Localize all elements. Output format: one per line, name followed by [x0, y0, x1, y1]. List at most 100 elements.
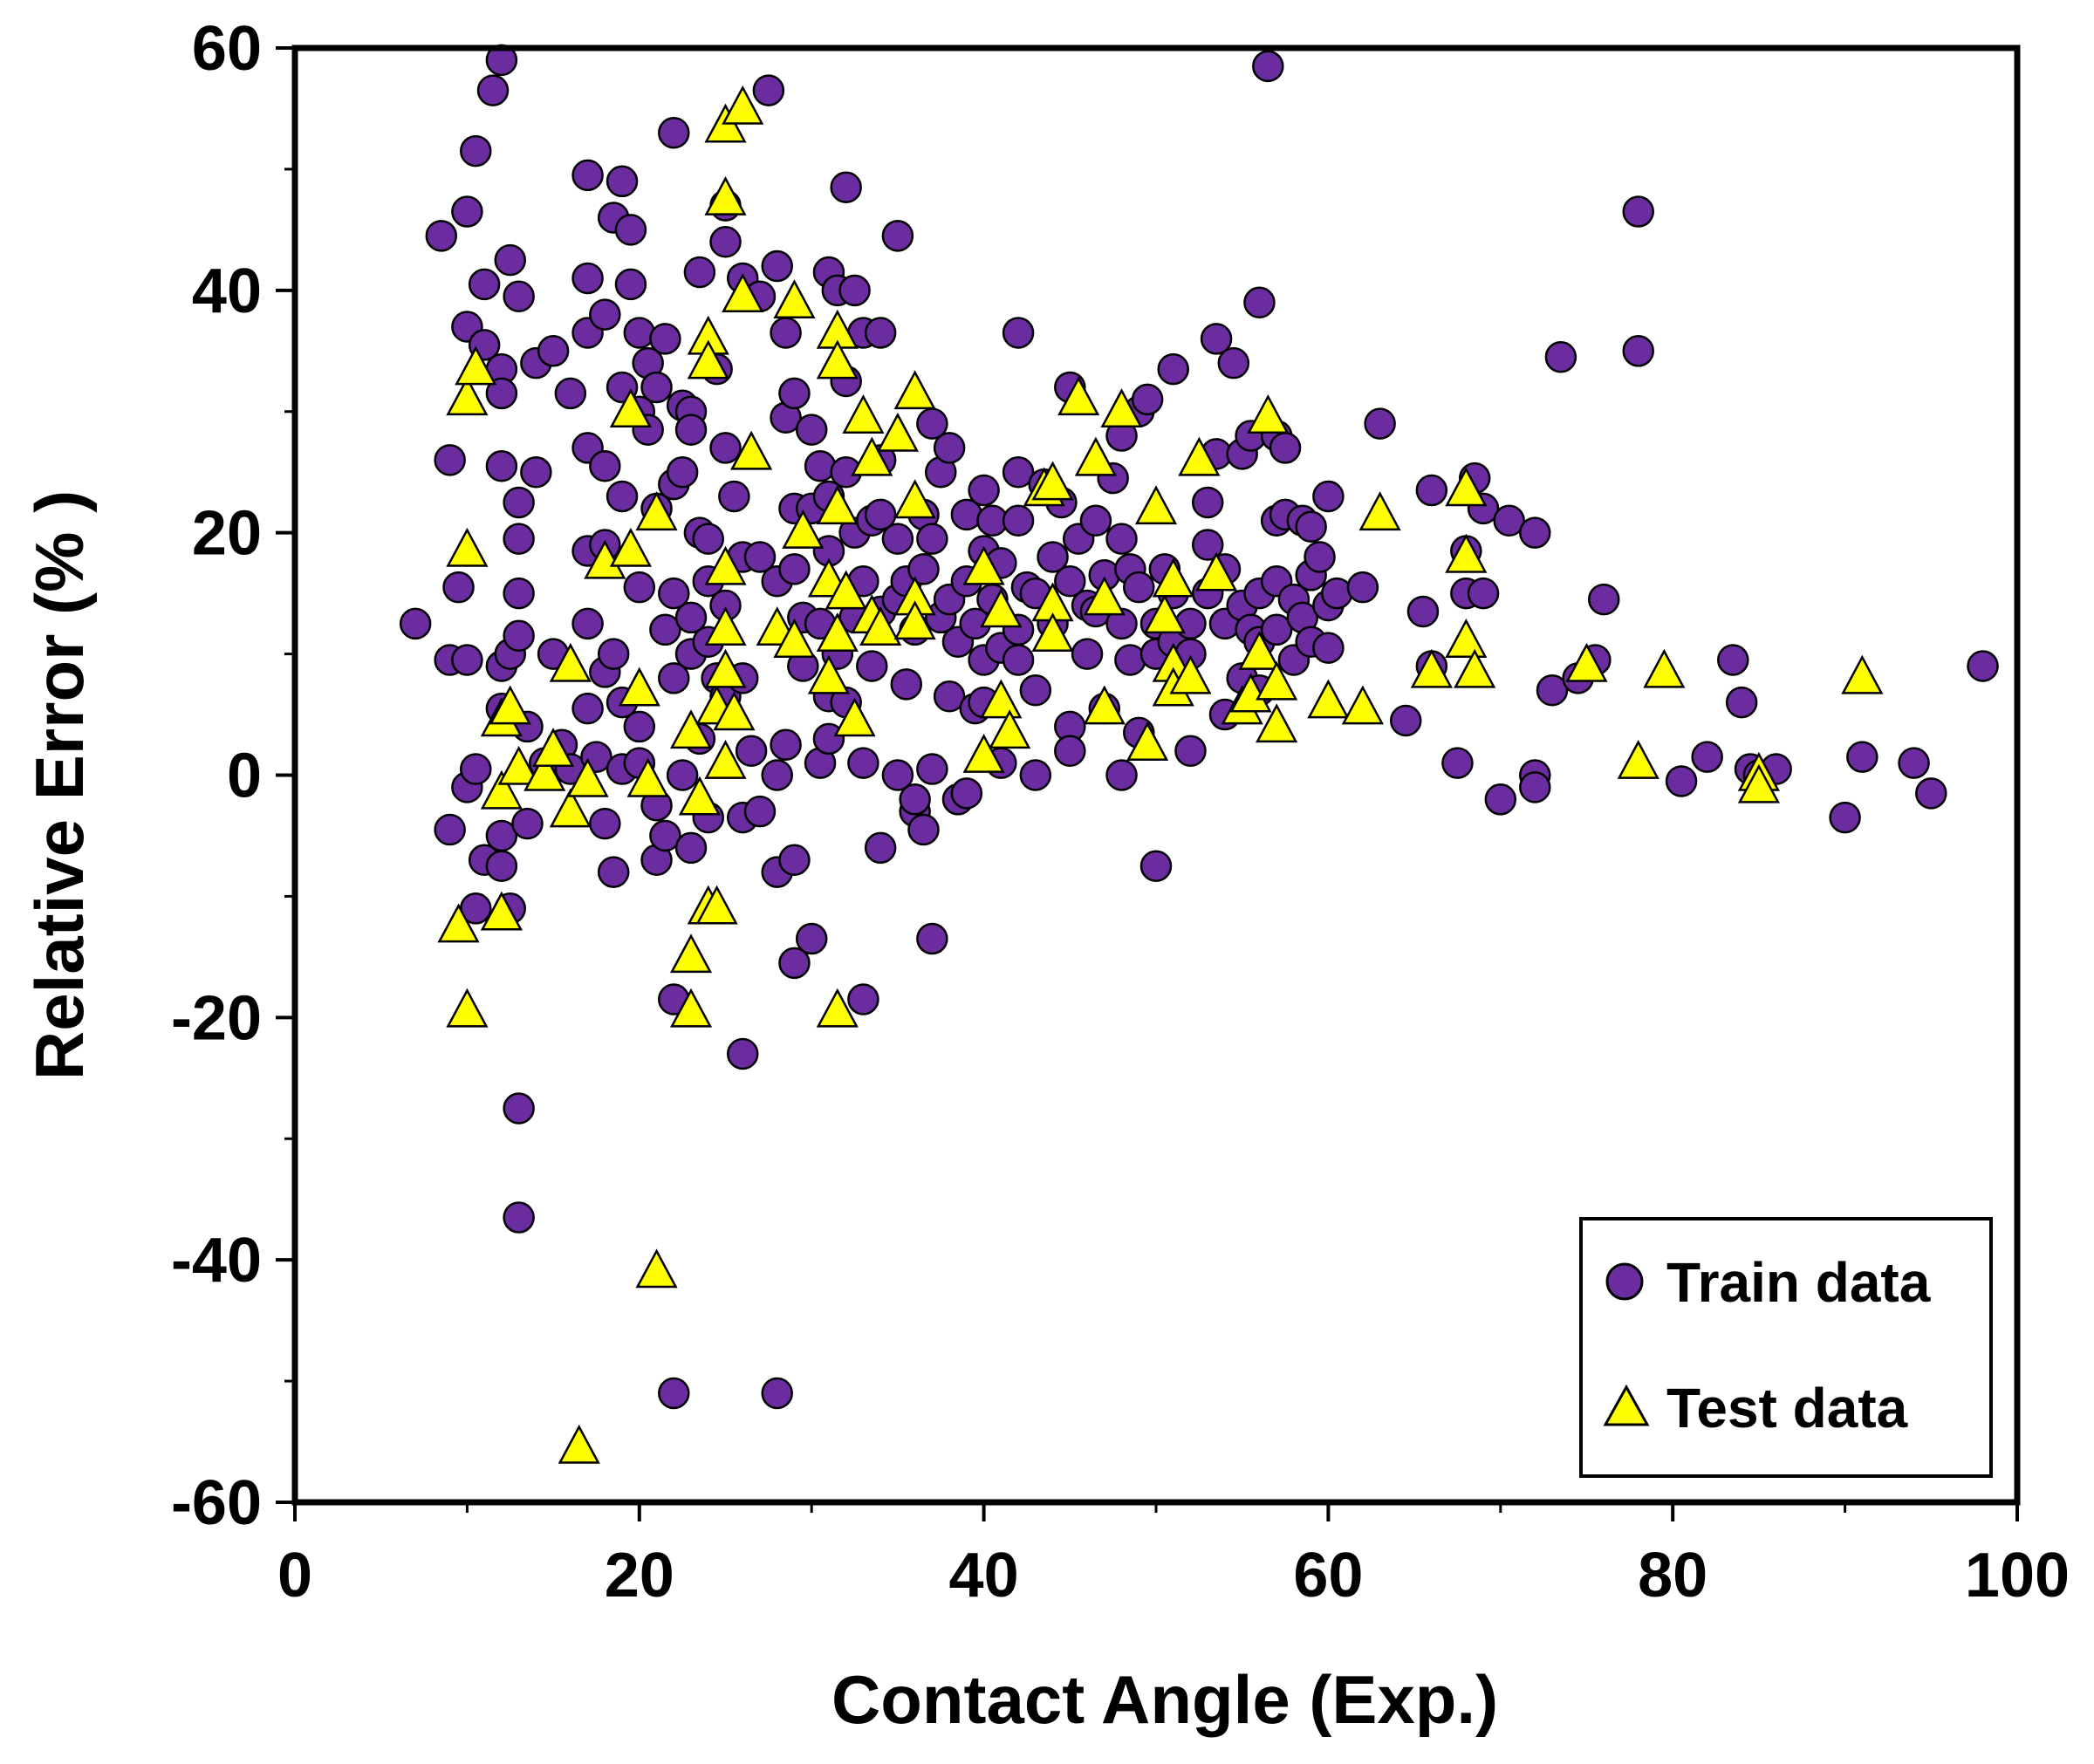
train-data-point — [1019, 674, 1052, 707]
test-data-point — [1195, 551, 1238, 591]
test-data-point — [816, 485, 859, 525]
test-data-point — [635, 1248, 678, 1289]
x-tick-label: 20 — [605, 1541, 674, 1610]
train-data-point — [770, 317, 802, 349]
test-data-point — [816, 988, 859, 1028]
train-data-point — [899, 783, 931, 816]
train-data-point — [597, 638, 630, 670]
test-data-point — [532, 728, 575, 767]
train-data-point — [1243, 286, 1276, 318]
train-data-point — [735, 735, 768, 767]
y-tick-label: 20 — [192, 499, 262, 569]
test-data-point — [859, 606, 902, 646]
train-data-point — [623, 571, 656, 604]
test-data-point — [678, 776, 721, 816]
test-data-point — [1247, 394, 1290, 434]
train-data-point — [864, 498, 897, 531]
test-data-point — [962, 545, 1005, 585]
train-data-point — [503, 1092, 535, 1125]
train-data-point — [1131, 383, 1164, 416]
train-data-point — [1157, 352, 1189, 386]
train-data-point — [674, 601, 708, 634]
train-data-point — [571, 159, 604, 192]
train-data-point — [916, 922, 948, 955]
train-data-point — [451, 195, 483, 228]
train-data-point — [460, 753, 492, 785]
train-data-point — [485, 450, 518, 482]
test-data-point — [1565, 642, 1608, 682]
train-data-point — [1312, 632, 1345, 664]
train-data-point — [434, 813, 466, 846]
train-data-point — [1346, 571, 1379, 604]
train-data-point — [916, 523, 948, 555]
train-data-point — [520, 455, 552, 489]
test-data-point — [980, 679, 1023, 719]
test-data-point — [1057, 376, 1100, 416]
train-data-point — [778, 844, 811, 876]
test-data-point — [730, 430, 773, 470]
train-data-point — [1079, 504, 1112, 537]
train-data-point — [640, 371, 673, 404]
train-data-point — [1002, 504, 1035, 537]
train-data-point — [1191, 529, 1224, 561]
y-tick-label: 60 — [192, 14, 262, 84]
train-data-point — [864, 317, 897, 349]
x-axis-title: Contact Angle (Exp.) — [831, 1661, 1498, 1738]
test-data-point — [704, 545, 747, 585]
train-data-point — [1484, 783, 1517, 816]
train-data-point — [709, 432, 742, 464]
test-data-point — [704, 606, 747, 646]
test-data-point — [635, 491, 678, 531]
test-data-point — [816, 339, 859, 379]
train-data-point — [1002, 644, 1035, 676]
test-data-point — [626, 757, 669, 797]
train-data-point — [623, 710, 656, 743]
train-data-point — [881, 759, 914, 791]
train-data-point — [907, 553, 940, 585]
train-data-point — [743, 541, 777, 573]
train-data-point — [511, 807, 544, 840]
train-data-point — [1665, 765, 1698, 797]
train-data-point — [606, 165, 639, 198]
x-tick-label: 100 — [1965, 1541, 2070, 1610]
train-data-point — [778, 947, 811, 980]
train-data-point — [442, 571, 475, 604]
train-data-point — [503, 577, 535, 610]
train-data-point — [674, 414, 708, 446]
test-data-point — [1445, 533, 1488, 573]
train-data-point — [589, 298, 621, 331]
train-data-point — [778, 553, 811, 585]
test-data-point — [549, 642, 592, 682]
train-data-point — [1054, 735, 1086, 767]
train-data-point — [1846, 741, 1878, 773]
train-data-point — [1002, 317, 1035, 349]
train-data-point — [597, 856, 630, 888]
train-data-point — [1915, 777, 1947, 810]
train-data-point — [1493, 504, 1525, 537]
train-data-point — [1415, 474, 1448, 507]
y-tick-label: -60 — [171, 1468, 262, 1538]
train-data-point — [1467, 577, 1500, 610]
test-data-point — [842, 394, 885, 434]
train-data-point — [485, 850, 518, 882]
test-data-point — [962, 734, 1005, 773]
test-data-point — [609, 388, 653, 427]
train-data-point — [830, 171, 862, 204]
train-data-point — [709, 226, 742, 258]
train-data-point — [795, 922, 828, 955]
train-data-point — [812, 722, 845, 756]
test-data-point — [1341, 685, 1384, 725]
train-data-point — [761, 250, 793, 283]
train-data-point — [718, 480, 750, 513]
test-data-point — [455, 345, 497, 386]
train-data-point — [1536, 674, 1569, 707]
test-data-point — [825, 570, 867, 610]
train-data-point — [1622, 335, 1654, 367]
train-data-point — [468, 268, 501, 301]
train-data-point — [847, 747, 879, 779]
train-data-point — [1587, 583, 1620, 616]
test-data-point — [1256, 660, 1298, 701]
test-data-point — [1143, 594, 1186, 634]
test-data-point — [1031, 461, 1074, 501]
